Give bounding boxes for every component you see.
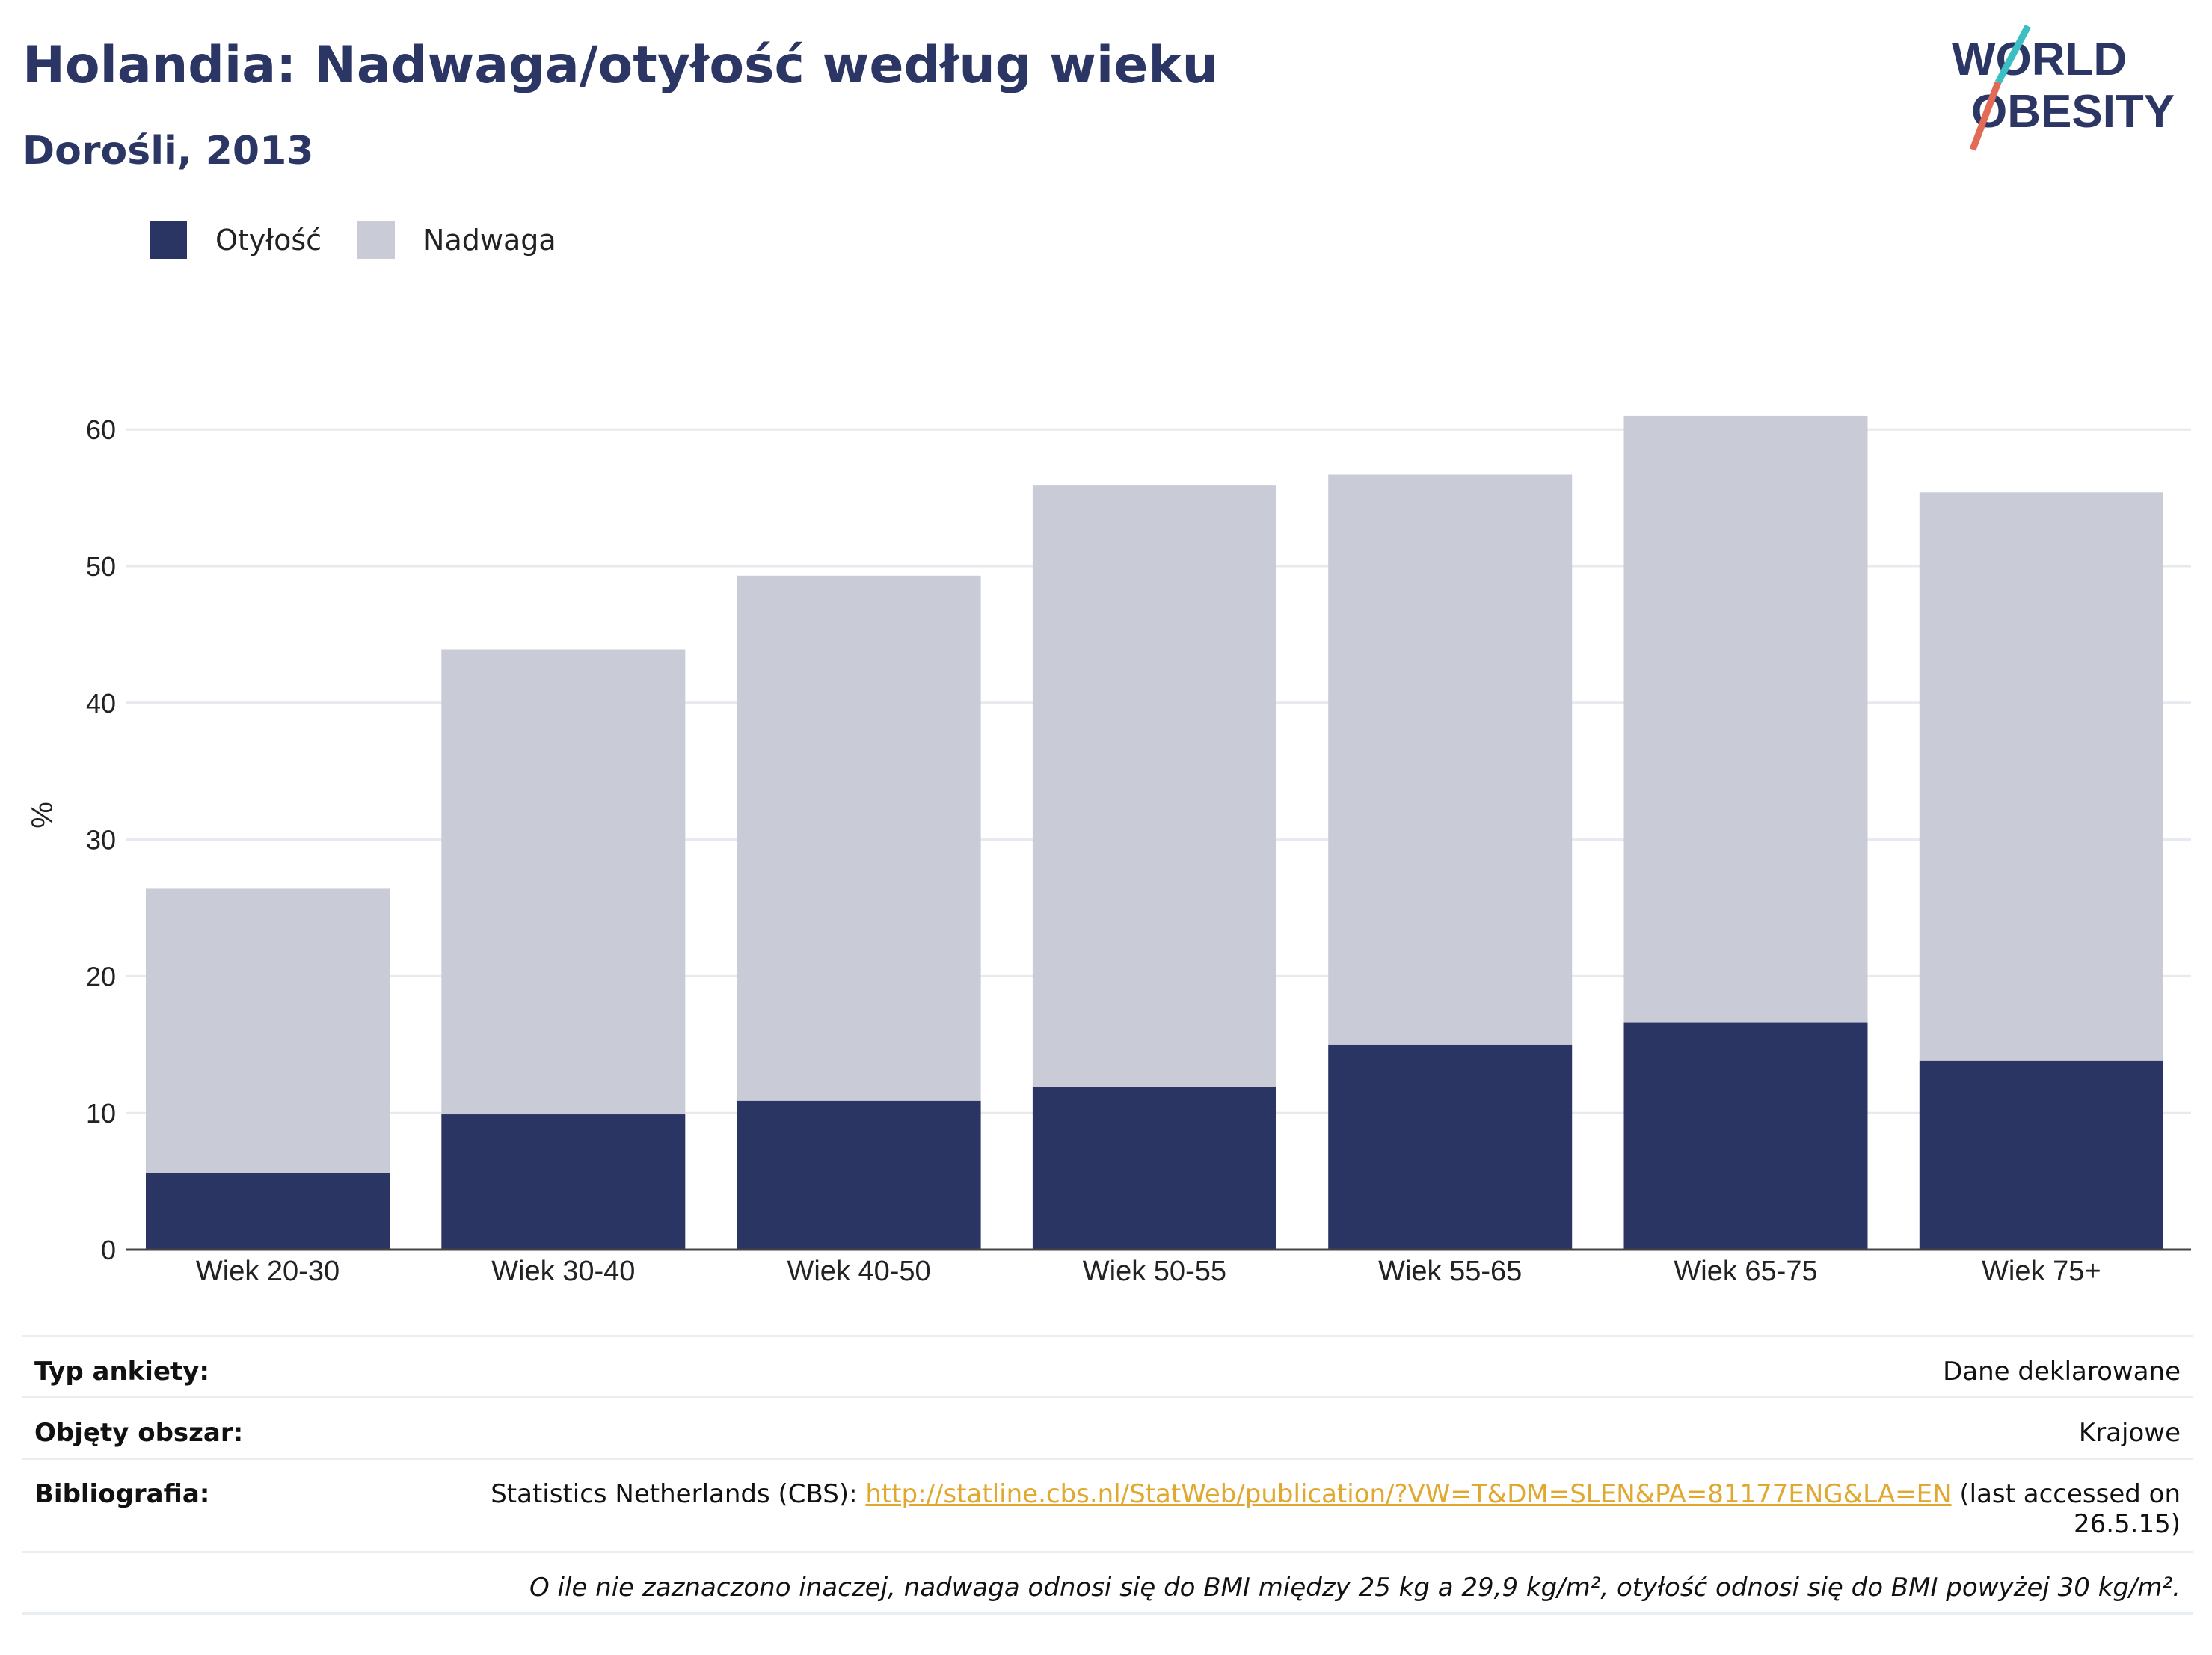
- bar-obesity: [737, 1100, 981, 1250]
- area-label: Objęty obszar:: [34, 1418, 244, 1448]
- footer-row-note: O ile nie zaznaczono inaczej, nadwaga od…: [22, 1551, 2193, 1615]
- legend-swatch-obesity: [150, 221, 187, 259]
- bar-overweight: [146, 888, 390, 1173]
- bars: [146, 415, 2163, 1250]
- bar-obesity: [1919, 1060, 2163, 1250]
- legend-item-obesity: Otyłość: [150, 221, 322, 259]
- logo-line1: WORLD: [1952, 34, 2127, 85]
- survey-type-value: Dane deklarowane: [1943, 1357, 2181, 1387]
- survey-type-label: Typ ankiety:: [34, 1357, 209, 1387]
- definition-note: O ile nie zaznaczono inaczej, nadwaga od…: [529, 1573, 2181, 1603]
- world-obesity-logo: WORLD OBESITY: [1952, 24, 2175, 151]
- legend-swatch-overweight: [357, 221, 396, 259]
- bibliography-suffix: (last accessed on 26.5.15): [1951, 1479, 2181, 1539]
- bibliography-prefix: Statistics Netherlands (CBS):: [491, 1479, 866, 1509]
- bibliography-link[interactable]: http://statline.cbs.nl/StatWeb/publicati…: [865, 1479, 1952, 1509]
- x-axis-ticks: Wiek 20-30 Wiek 30-40 Wiek 40-50 Wiek 50-55…: [196, 1256, 2101, 1287]
- y-axis-label: %: [26, 802, 59, 829]
- bar-obesity: [1623, 1022, 1868, 1250]
- legend: Otyłość Nadwaga: [150, 221, 592, 259]
- legend-item-overweight: Nadwaga: [357, 221, 556, 259]
- legend-label-obesity: Otyłość: [215, 224, 322, 257]
- bar-overweight: [737, 575, 981, 1101]
- y-tick-label: 60: [86, 414, 116, 445]
- chart-subtitle: Dorośli, 2013: [22, 129, 314, 174]
- y-tick-label: 20: [86, 961, 116, 992]
- x-tick-label: Wiek 20-30: [196, 1256, 340, 1287]
- y-tick-label: 30: [86, 825, 116, 856]
- x-tick-label: Wiek 55-65: [1378, 1256, 1522, 1287]
- bar-overweight: [1032, 485, 1276, 1087]
- bibliography-value: Statistics Netherlands (CBS): http://sta…: [446, 1479, 2181, 1551]
- y-tick-label: 50: [86, 551, 116, 582]
- bar-obesity: [146, 1173, 390, 1250]
- bar-overweight: [1919, 492, 2163, 1061]
- legend-label-overweight: Nadwaga: [423, 224, 556, 257]
- bar-obesity: [1032, 1087, 1276, 1250]
- footer-row-survey: Typ ankiety: Dane deklarowane: [22, 1335, 2193, 1396]
- bar-overweight: [441, 649, 686, 1115]
- x-tick-label: Wiek 75+: [1982, 1256, 2101, 1287]
- bibliography-label: Bibliografia:: [34, 1479, 210, 1509]
- x-tick-label: Wiek 65-75: [1674, 1256, 1817, 1287]
- bar-obesity: [441, 1114, 686, 1250]
- y-tick-label: 40: [86, 688, 116, 719]
- chart-footer: Typ ankiety: Dane deklarowane Objęty obs…: [22, 1335, 2193, 1615]
- footer-row-bibliography: Bibliografia: Statistics Netherlands (CB…: [22, 1458, 2193, 1551]
- y-tick-label: 0: [101, 1235, 116, 1265]
- x-tick-label: Wiek 50-55: [1083, 1256, 1226, 1287]
- y-axis-ticks: 0 10 20 30 40 50 60: [86, 414, 116, 1265]
- x-tick-label: Wiek 30-40: [491, 1256, 635, 1287]
- logo-line2: OBESITY: [1971, 86, 2175, 138]
- chart-title: Holandia: Nadwaga/otyłość według wieku: [22, 36, 1218, 95]
- stacked-bar-chart: 0 10 20 30 40 50 60 Wiek 20-30 Wiek 30-40 Wiek 4…: [26, 414, 2191, 1287]
- y-tick-label: 10: [86, 1098, 116, 1129]
- bar-obesity: [1328, 1044, 1573, 1250]
- x-tick-label: Wiek 40-50: [787, 1256, 930, 1287]
- area-value: Krajowe: [2078, 1418, 2181, 1448]
- footer-row-area: Objęty obszar: Krajowe: [22, 1396, 2193, 1458]
- bar-overweight: [1328, 474, 1573, 1045]
- bar-overweight: [1623, 415, 1868, 1023]
